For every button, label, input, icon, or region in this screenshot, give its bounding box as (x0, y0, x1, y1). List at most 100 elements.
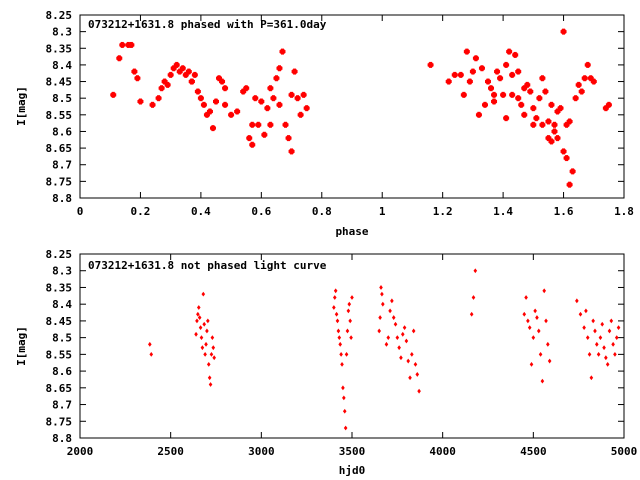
data-point (595, 341, 599, 347)
data-point (202, 321, 207, 327)
data-point (258, 98, 265, 105)
data-point (197, 315, 202, 320)
data-point (413, 362, 418, 367)
data-point (137, 98, 144, 105)
data-point (388, 308, 392, 314)
data-point (273, 75, 280, 82)
data-point-core (558, 105, 563, 111)
data-point-core (428, 62, 433, 68)
plot-frame (79, 14, 625, 199)
data-point (488, 85, 495, 92)
data-point-core (564, 122, 569, 127)
y-tick-label: 8.3 (52, 265, 72, 278)
data-point-core (138, 99, 143, 104)
data-point (539, 121, 546, 128)
data-point (386, 335, 391, 341)
data-point (194, 88, 201, 95)
data-point-core (528, 89, 533, 94)
data-point (347, 301, 352, 307)
data-point (210, 335, 215, 341)
data-point (613, 351, 617, 357)
data-point (110, 91, 117, 98)
data-point-core (201, 102, 207, 108)
data-point (350, 295, 354, 300)
data-point-core (132, 69, 137, 74)
data-point (587, 75, 594, 82)
chart-title: 073212+1631.8 phased with P=361.0day (88, 18, 327, 31)
data-point (131, 68, 138, 75)
data-point (255, 121, 262, 128)
data-point (285, 135, 292, 142)
data-point (393, 321, 398, 327)
data-point (276, 65, 283, 72)
phased-light-curve-panel: 8.25 8.3 8.35 8.4 8.45 8.5 8.55 8.6 8.65 8.7 8.75 8… (15, 9, 634, 238)
y-tick-label: 8.45 (46, 76, 73, 89)
data-point (404, 338, 409, 344)
data-point (521, 85, 528, 92)
data-point (264, 105, 271, 112)
data-point (544, 318, 548, 324)
data-point-core (244, 86, 249, 91)
data-point (497, 75, 504, 82)
data-point (288, 148, 295, 155)
data-point (200, 101, 207, 108)
data-point (206, 108, 213, 115)
data-point-core (585, 62, 590, 68)
data-point-core (509, 72, 515, 78)
data-point (334, 311, 339, 317)
data-point (338, 341, 343, 347)
data-point (191, 71, 198, 78)
data-point (598, 335, 603, 341)
data-point-core (564, 155, 569, 161)
data-point (155, 95, 162, 102)
data-point (206, 318, 210, 324)
data-point (204, 341, 208, 347)
y-tick-label: 8.8 (52, 192, 72, 205)
data-point (161, 78, 168, 85)
data-point (201, 291, 206, 297)
data-point-core (503, 115, 509, 121)
data-point (222, 85, 229, 92)
data-point (491, 98, 498, 105)
data-point-core (500, 92, 506, 98)
data-point (198, 325, 203, 330)
data-point-core (250, 142, 255, 147)
data-point (209, 125, 216, 132)
y-tick-label: 8.4 (52, 59, 72, 72)
data-point-core (491, 92, 497, 98)
y-tick-label: 8.65 (46, 142, 73, 155)
data-point (182, 71, 189, 78)
data-point-core (540, 76, 545, 81)
data-point (566, 181, 573, 188)
data-point (415, 372, 420, 377)
data-point-core (274, 76, 279, 81)
data-point-core (546, 135, 551, 141)
data-point-core (120, 42, 125, 48)
data-point-core (295, 95, 300, 101)
data-point (345, 328, 350, 334)
data-point (378, 315, 382, 320)
data-point (209, 351, 214, 357)
data-point (542, 88, 549, 95)
data-point (200, 345, 205, 351)
data-point (494, 68, 501, 75)
data-point (457, 71, 464, 78)
data-point (267, 85, 274, 92)
data-point (335, 318, 340, 324)
data-point-core (216, 76, 222, 81)
data-point (411, 328, 416, 334)
data-point-core (567, 119, 572, 124)
data-point (563, 121, 570, 128)
data-point (596, 351, 601, 357)
x-axis-label: hjd0 (339, 464, 366, 477)
data-point (173, 61, 180, 68)
data-point-core (256, 122, 261, 127)
data-point-core (186, 69, 191, 74)
data-point-core (588, 76, 593, 81)
data-point (548, 138, 555, 145)
data-point (179, 65, 186, 72)
data-point (509, 91, 516, 98)
data-point (445, 78, 452, 85)
data-point-core (494, 69, 500, 74)
data-point (252, 95, 259, 102)
